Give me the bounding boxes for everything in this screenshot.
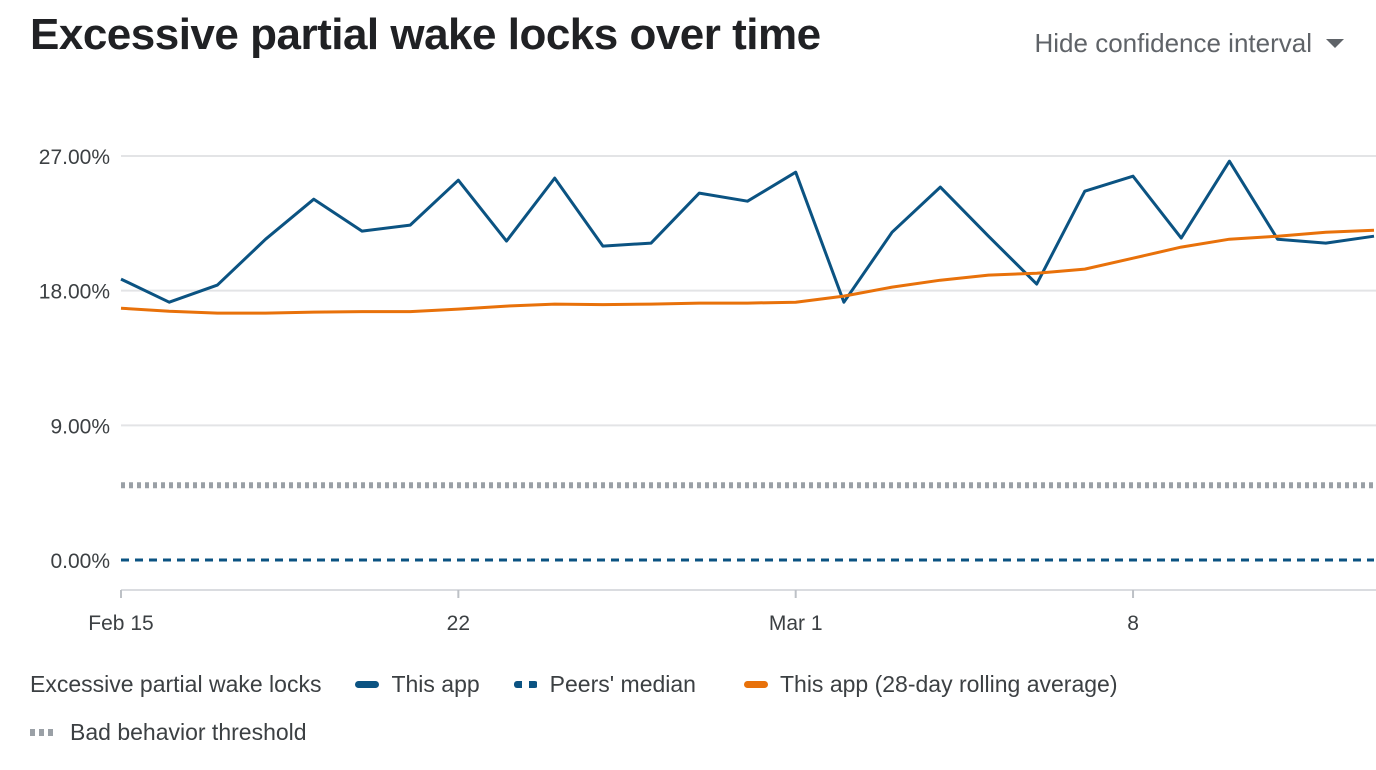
x-tick-label: Mar 1: [769, 612, 823, 635]
dotted-gray-swatch-icon: [30, 729, 54, 736]
y-tick-label: 9.00%: [50, 415, 110, 438]
legend-item-rolling-average[interactable]: This app (28-day rolling average): [743, 671, 1118, 698]
dashed-blue-swatch-icon: [513, 681, 538, 688]
series-line-this-app: [120, 159, 1375, 304]
legend-item-peers-median[interactable]: Peers' median: [513, 671, 696, 698]
line-chart: 0.00% 9.00% 18.00% 27.00% Feb 15 22 Mar 1 8: [39, 146, 1376, 635]
legend-item-threshold[interactable]: Bad behavior threshold: [30, 719, 307, 746]
caret-down-icon: [1326, 39, 1344, 48]
solid-orange-swatch-icon: [743, 681, 768, 688]
y-tick-label: 0.00%: [50, 550, 110, 573]
legend: Excessive partial wake locks This app Pe…: [30, 671, 1118, 698]
legend-row-2: Bad behavior threshold: [30, 719, 307, 746]
confidence-interval-label: Hide confidence interval: [1034, 28, 1313, 58]
confidence-interval-dropdown[interactable]: Hide confidence interval: [1034, 28, 1344, 59]
y-tick-label: 18.00%: [39, 281, 110, 304]
chart-title: Excessive partial wake locks over time: [30, 10, 821, 59]
x-tick-label: 8: [1127, 612, 1139, 635]
legend-title: Excessive partial wake locks: [30, 671, 322, 697]
x-tick-label: 22: [447, 612, 470, 635]
y-tick-label: 27.00%: [39, 146, 110, 169]
x-tick-label: Feb 15: [88, 612, 153, 635]
series-line-this-app-28-day-rolling-average: [120, 228, 1375, 315]
solid-blue-swatch-icon: [355, 681, 380, 688]
legend-item-this-app[interactable]: This app: [355, 671, 480, 698]
